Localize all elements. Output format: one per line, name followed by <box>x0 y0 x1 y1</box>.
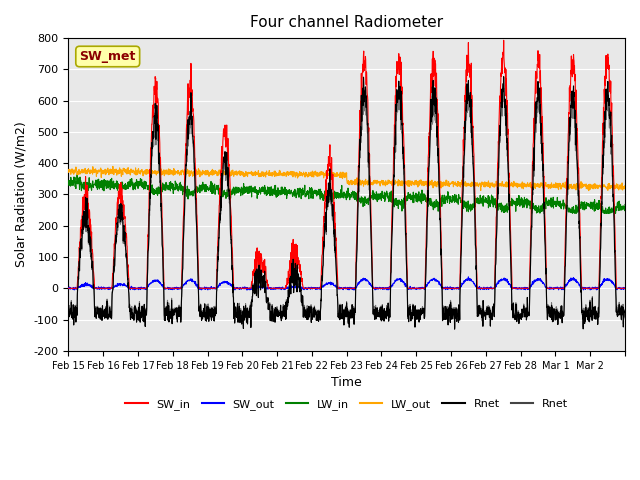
Y-axis label: Solar Radiation (W/m2): Solar Radiation (W/m2) <box>15 121 28 267</box>
X-axis label: Time: Time <box>332 376 362 389</box>
Title: Four channel Radiometer: Four channel Radiometer <box>250 15 444 30</box>
Text: SW_met: SW_met <box>79 50 136 63</box>
Legend: SW_in, SW_out, LW_in, LW_out, Rnet, Rnet: SW_in, SW_out, LW_in, LW_out, Rnet, Rnet <box>121 394 573 414</box>
